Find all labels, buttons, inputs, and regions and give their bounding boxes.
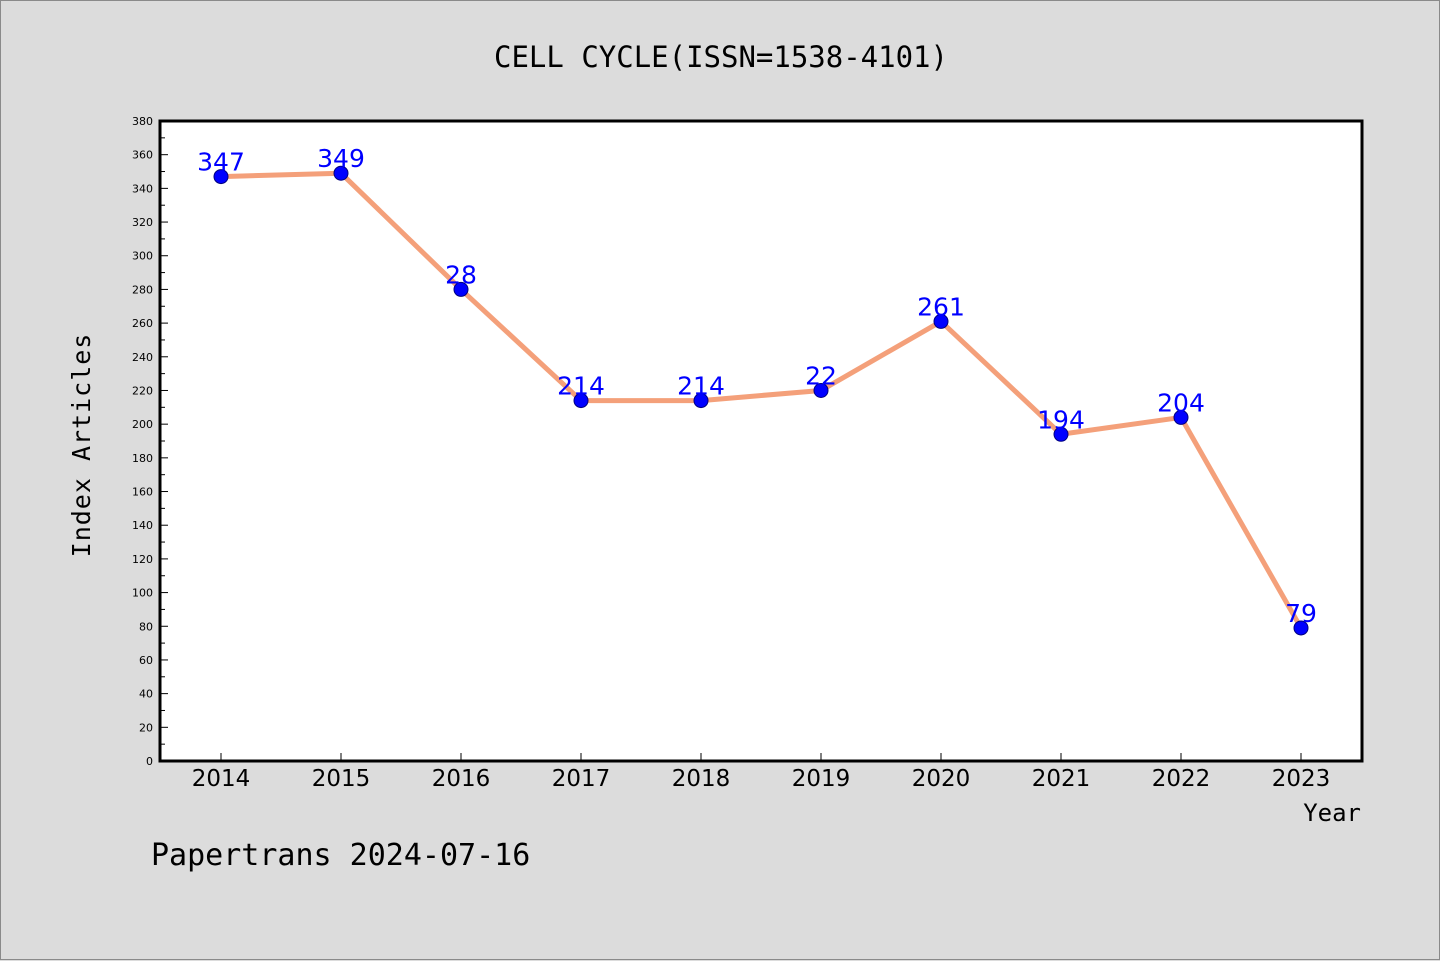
y-tick-label: 200 [132,418,153,431]
y-tick-label: 100 [132,587,153,600]
data-value-label: 214 [677,372,725,401]
y-tick-label: 160 [132,486,153,499]
x-tick-label: 2016 [432,766,491,792]
y-axis-label: Index Articles [67,333,96,558]
y-tick-label: 240 [132,351,153,364]
x-tick-label: 2020 [912,766,971,792]
x-tick-label: 2021 [1032,766,1091,792]
y-tick-label: 260 [132,317,153,330]
data-point-marker [693,393,709,409]
data-point-marker [933,313,949,329]
y-tick-label: 300 [132,250,153,263]
y-tick-label: 180 [132,452,153,465]
x-tick-label: 2014 [192,766,251,792]
x-tick-label: 2023 [1272,766,1331,792]
data-labels: 347 349 28 214 214 22 261 194 204 79 [197,144,1317,628]
x-tick-label: 2017 [552,766,611,792]
data-point-marker [333,165,349,181]
series-line [218,170,1304,631]
data-value-label: 28 [445,260,477,289]
data-value-label: 214 [557,372,605,401]
data-point-marker [1053,426,1069,442]
footer-watermark-text: Papertrans 2024-07-16 [151,838,530,873]
y-tick-label: 140 [132,519,153,532]
data-point-marker [453,281,469,297]
x-tick-label: 2019 [792,766,851,792]
plot-area [160,121,1362,761]
x-tick-label: 2015 [312,766,371,792]
y-tick-label: 0 [146,755,153,768]
data-value-label: 347 [197,148,245,177]
y-tick-label: 360 [132,149,153,162]
y-tick-label: 20 [139,721,153,734]
y-tick-label: 120 [132,553,153,566]
x-tick-label: 2022 [1152,766,1211,792]
data-point-marker [1293,620,1309,636]
y-tick-label: 80 [139,620,153,633]
x-axis-ticks: 2014 2015 2016 2017 2018 2019 2020 2021 2022 2023 [192,753,1331,792]
data-point-marker [213,169,229,185]
data-value-label: 204 [1157,388,1205,417]
data-point-marker [1173,409,1189,425]
chart-title: CELL CYCLE(ISSN=1538-4101) [494,40,948,74]
data-value-label: 22 [805,361,837,390]
x-axis-label: Year [1303,799,1361,827]
y-tick-label: 380 [132,115,153,128]
y-tick-label: 60 [139,654,153,667]
y-tick-label: 280 [132,283,153,296]
y-tick-label: 40 [139,688,153,701]
y-tick-label: 320 [132,216,153,229]
data-point-marker [813,382,829,398]
y-tick-label: 340 [132,182,153,195]
data-value-label: 261 [917,292,965,321]
y-axis-ticks: 0 20 40 60 80 100 120 140 160 180 200 220 240 260 280 3… [132,115,168,768]
x-tick-label: 2018 [672,766,731,792]
data-point-marker [573,393,589,409]
data-value-label: 79 [1285,599,1317,628]
y-tick-label: 220 [132,384,153,397]
data-markers [213,165,1309,636]
data-value-label: 349 [317,144,365,173]
data-value-label: 194 [1037,405,1085,434]
plot-border [158,119,1364,763]
